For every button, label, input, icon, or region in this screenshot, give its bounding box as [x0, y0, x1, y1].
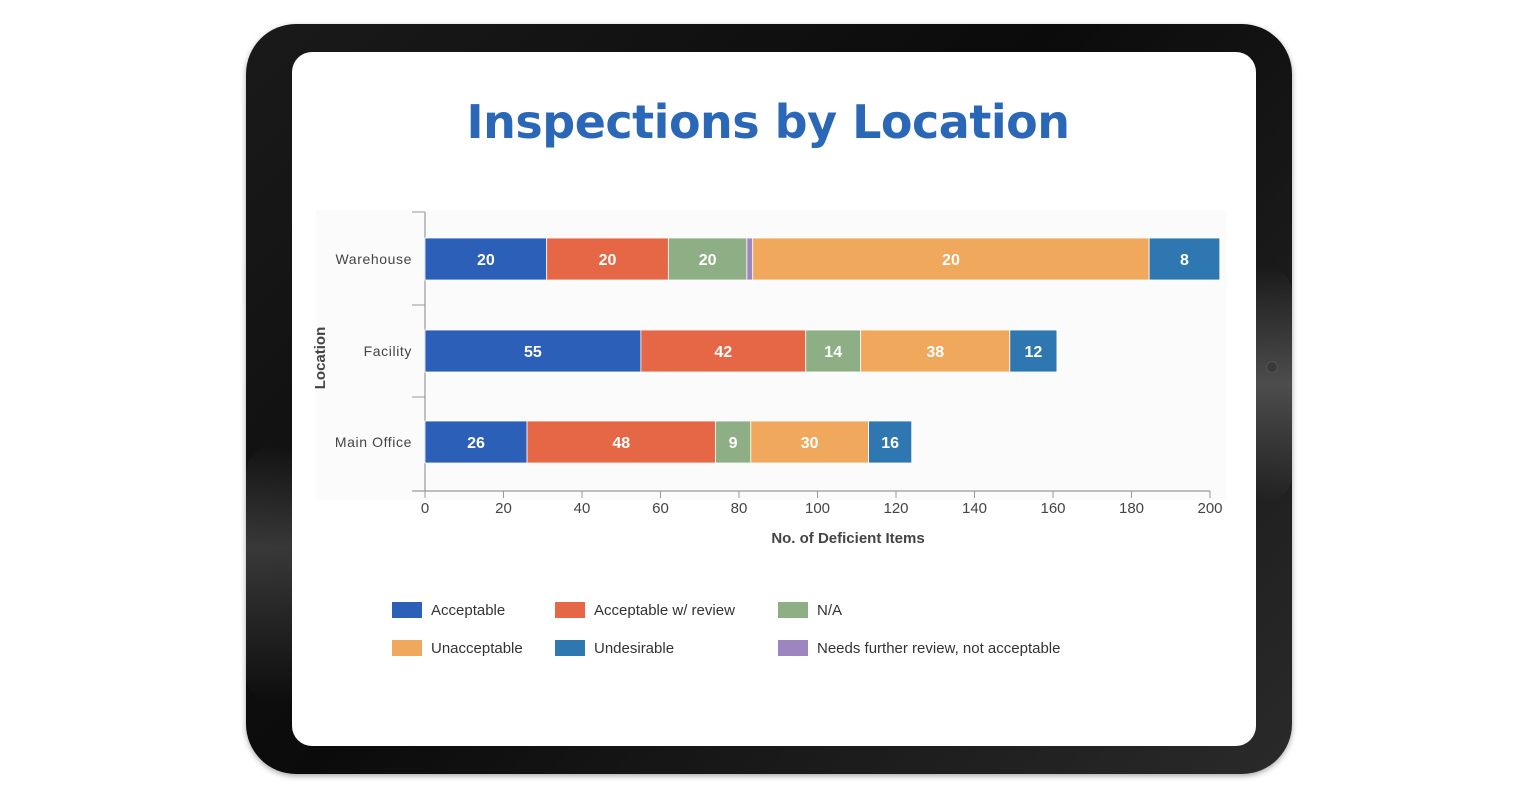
bar-segment [667, 237, 748, 281]
bar-data-label: 8 [1180, 252, 1189, 269]
bar-segment [424, 420, 528, 464]
x-tick-label: 200 [1197, 500, 1222, 517]
x-tick-label: 140 [962, 500, 987, 517]
x-tick-label: 20 [495, 500, 512, 517]
legend-item: Unacceptable [392, 638, 523, 658]
bar-segment [750, 420, 869, 464]
x-ticks-group: 0 20 40 60 80 100 120 140 160 180 200 [421, 491, 1223, 517]
bar-data-label: 20 [477, 252, 495, 269]
legend-item: Undesirable [555, 638, 674, 658]
bar-data-label: 42 [714, 344, 732, 361]
legend-label: N/A [817, 601, 843, 619]
x-axis-label: No. of Deficient Items [771, 530, 924, 547]
y-tick-label: Main Office [335, 434, 412, 450]
bar-data-label: 26 [467, 435, 485, 452]
bar-segment [424, 329, 642, 373]
legend-label: Undesirable [594, 639, 675, 657]
x-tick-label: 80 [731, 500, 748, 517]
bar-segment [752, 237, 1150, 281]
x-tick-label: 100 [805, 500, 830, 517]
bar-segment [860, 329, 1011, 373]
x-tick-label: 60 [652, 500, 669, 517]
bar-segment [746, 237, 754, 281]
legend-swatch [778, 640, 808, 656]
bar-data-label: 20 [699, 252, 717, 269]
legend-item: N/A [778, 600, 842, 620]
legend-label: Acceptable w/ review [594, 601, 735, 619]
bar-segment [715, 420, 752, 464]
bar-data-label: 12 [1024, 344, 1042, 361]
x-tick-label: 40 [574, 500, 591, 517]
bar-data-label: 14 [824, 344, 842, 361]
bar-data-label: 30 [801, 435, 819, 452]
bar-data-label: 20 [942, 252, 960, 269]
x-tick-label: 160 [1040, 500, 1065, 517]
y-ticks-group: Warehouse Facility Main Office [335, 211, 425, 492]
tablet-sheen [246, 444, 296, 704]
x-tick-label: 180 [1119, 500, 1144, 517]
bar-segment [1148, 237, 1221, 281]
camera-icon [1266, 361, 1278, 373]
bar-data-label: 48 [612, 435, 630, 452]
bars-group: 20 20 20 20 8 55 42 14 38 12 26 48 9 30 16 [424, 237, 1221, 464]
bar-data-label: 9 [729, 435, 738, 452]
y-tick-label: Warehouse [336, 251, 412, 267]
legend-swatch [778, 602, 808, 618]
legend-swatch [555, 602, 585, 618]
legend-item: Needs further review, not acceptable [778, 638, 1060, 658]
bar-data-label: 16 [881, 435, 899, 452]
bar-segment [546, 237, 669, 281]
legend-label: Unacceptable [431, 639, 523, 657]
bar-segment [526, 420, 716, 464]
bar-segment [805, 329, 862, 373]
legend-label: Acceptable [431, 601, 506, 619]
legend-swatch [555, 640, 585, 656]
y-axis-label: Location [312, 327, 329, 390]
legend-label: Needs further review, not acceptable [817, 639, 1061, 657]
x-tick-label: 120 [883, 500, 908, 517]
bar-segment [640, 329, 807, 373]
bar-segment [1009, 329, 1058, 373]
bar-data-label: 38 [926, 344, 944, 361]
bar-segment [424, 237, 548, 281]
bar-data-label: 20 [599, 252, 617, 269]
legend-item: Acceptable [392, 600, 505, 620]
bar-data-label: 55 [524, 344, 542, 361]
x-tick-label: 0 [421, 500, 429, 517]
legend-item: Acceptable w/ review [555, 600, 735, 620]
y-tick-label: Facility [364, 343, 412, 359]
bar-segment [868, 420, 913, 464]
legend-swatch [392, 602, 422, 618]
legend-swatch [392, 640, 422, 656]
page-title: Inspections by Location [466, 95, 1070, 149]
